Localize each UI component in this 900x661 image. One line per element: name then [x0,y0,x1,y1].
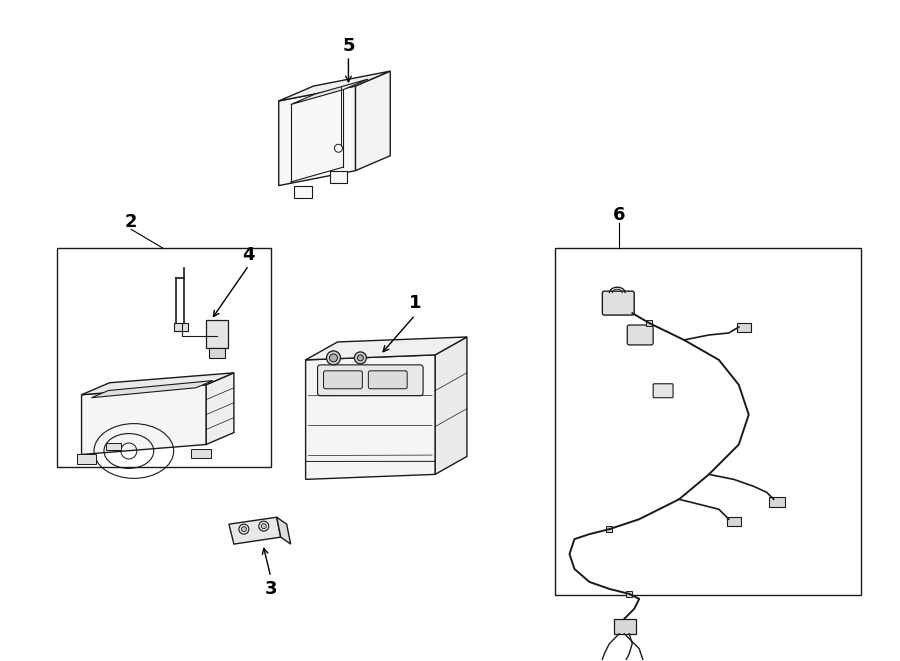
Circle shape [261,524,266,529]
Bar [626,591,632,597]
Text: 3: 3 [265,580,277,598]
FancyBboxPatch shape [318,365,423,396]
Polygon shape [279,86,356,186]
Bar [206,320,228,348]
Circle shape [329,354,338,362]
Bar [57,249,271,467]
FancyBboxPatch shape [627,325,653,345]
Polygon shape [92,381,212,398]
FancyBboxPatch shape [323,371,363,389]
Bar [175,323,188,331]
Polygon shape [356,71,391,171]
Polygon shape [435,337,467,475]
Bar [329,171,347,182]
Circle shape [355,352,366,364]
Polygon shape [191,449,211,459]
Polygon shape [82,373,234,395]
FancyBboxPatch shape [602,291,634,315]
Polygon shape [76,455,96,465]
Circle shape [357,355,364,361]
Polygon shape [306,355,435,479]
Bar [769,497,785,507]
Bar [554,249,861,595]
Bar [737,323,751,332]
Text: 1: 1 [409,294,421,312]
Circle shape [327,351,340,365]
Polygon shape [291,79,368,104]
Bar [293,186,311,198]
Text: 4: 4 [243,247,255,264]
Bar [615,619,636,634]
Text: 5: 5 [342,37,355,56]
Bar [209,348,225,358]
Bar [727,517,741,526]
Polygon shape [106,442,122,451]
Polygon shape [306,337,467,360]
Bar [607,526,612,532]
Polygon shape [279,71,391,101]
Polygon shape [82,385,206,455]
Bar [646,320,652,326]
Polygon shape [276,517,291,544]
Text: 2: 2 [125,214,138,231]
FancyBboxPatch shape [653,384,673,398]
Text: 6: 6 [613,206,626,225]
Polygon shape [229,517,281,544]
FancyBboxPatch shape [368,371,407,389]
Polygon shape [206,373,234,444]
Circle shape [241,527,247,531]
